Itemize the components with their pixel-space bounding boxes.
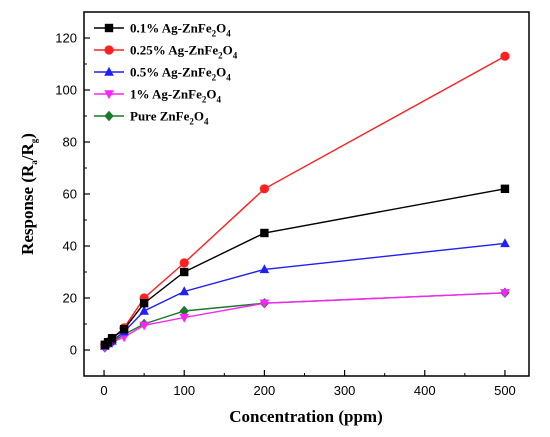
legend-label-1: 0.25% Ag-ZnFe2O4 (130, 43, 238, 61)
y-axis-title-sub-a: a (29, 160, 39, 165)
legend-label-3: 1% Ag-ZnFe2O4 (130, 87, 222, 105)
series-0 (100, 184, 510, 349)
series-3-point-4 (139, 321, 149, 331)
legend-label-2: 0.5% Ag-ZnFe2O4 (130, 65, 231, 83)
series-2-point-7 (500, 238, 510, 248)
y-axis-title-sub-g: g (29, 138, 39, 143)
y-tick-label-6: 120 (55, 31, 77, 46)
legend-label-2-s1: 2 (212, 73, 217, 83)
y-tick-label-0: 0 (70, 343, 77, 358)
series-1-point-7 (500, 51, 510, 61)
series-4 (100, 287, 510, 353)
legend-marker-2 (104, 66, 114, 76)
y-tick-label-3: 60 (63, 187, 77, 202)
series-2-point-6 (259, 264, 270, 274)
series-3 (100, 289, 510, 353)
series-0-point-5 (180, 267, 189, 277)
legend-label-2-pre: 0.5% Ag-ZnFe (130, 65, 212, 80)
legend-label-3-s2: 4 (217, 95, 222, 105)
legend-label-1-s2: 4 (233, 51, 238, 61)
legend-marker-0 (104, 23, 114, 33)
y-axis-title-end: ) (18, 133, 37, 139)
y-tick-label-5: 100 (55, 83, 77, 98)
x-tick-label-0: 0 (100, 383, 107, 398)
legend-label-2-mid: O (216, 65, 226, 80)
series-2-point-4 (139, 305, 149, 315)
x-tick-label-1: 100 (173, 383, 195, 398)
series-2-point-5 (179, 286, 190, 296)
legend-label-4: Pure ZnFe2O4 (130, 109, 209, 127)
y-tick-label-2: 40 (63, 239, 77, 254)
legend-label-1-pre: 0.25% Ag-ZnFe (130, 43, 218, 58)
series-0-point-4 (139, 299, 149, 308)
series-1-point-5 (179, 258, 189, 268)
y-tick-label-1: 20 (63, 291, 77, 306)
series-0-point-7 (500, 184, 510, 193)
legend-label-0-s1: 2 (212, 29, 217, 39)
series-0-point-6 (260, 228, 269, 238)
legend-label-3-pre: 1% Ag-ZnFe (130, 87, 202, 102)
x-tick-label-3: 300 (334, 383, 356, 398)
series-3-point-6 (259, 299, 270, 309)
legend-label-4-pre: Pure ZnFe (130, 109, 190, 124)
legend-label-1-s1: 2 (218, 51, 223, 61)
legend-label-4-s1: 2 (189, 117, 194, 127)
y-axis-title: Response (Ra/Rg) (18, 133, 39, 255)
legend-marker-3 (104, 90, 114, 100)
y-tick-label-4: 80 (63, 135, 77, 150)
legend-label-0-pre: 0.1% Ag-ZnFe (130, 21, 212, 36)
series-0-point-3 (119, 325, 129, 334)
legend-label-2-s2: 4 (226, 73, 231, 83)
legend-label-3-s1: 2 (202, 95, 207, 105)
legend-label-4-mid: O (194, 109, 204, 124)
x-tick-label-2: 200 (254, 383, 276, 398)
legend-label-4-s2: 4 (204, 117, 209, 127)
series-0-point-2 (107, 334, 117, 343)
x-axis-title: Concentration (ppm) (229, 407, 382, 426)
series-1-point-6 (259, 184, 270, 194)
series-4-point-5 (179, 305, 189, 317)
x-tick-label-4: 400 (414, 383, 436, 398)
axes-group: 0 100 200 300 400 500 0 20 40 60 80 100 120 (55, 31, 516, 399)
series-layer (100, 51, 510, 353)
legend-marker-4 (104, 110, 114, 122)
x-tick-label-5: 500 (494, 383, 516, 398)
y-axis-title-mid: /R (18, 143, 37, 162)
series-3-point-7 (500, 289, 510, 298)
series-3-point-3 (119, 333, 129, 343)
legend-label-3-mid: O (206, 87, 216, 102)
legend-label-0-s2: 4 (226, 29, 231, 39)
series-2 (100, 238, 510, 350)
y-axis-title-base: Response (R (18, 164, 37, 255)
legend-label-1-mid: O (223, 43, 233, 58)
series-3-point-5 (179, 313, 190, 323)
legend-marker-1 (104, 45, 114, 55)
legend-label-0-mid: O (216, 21, 226, 36)
legend-label-0: 0.1% Ag-ZnFe2O4 (130, 21, 231, 39)
